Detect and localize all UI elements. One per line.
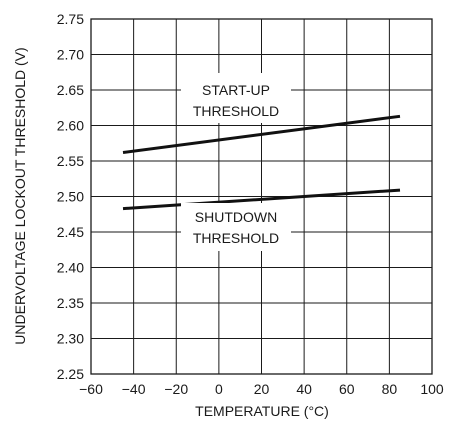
x-tick-label: 0	[215, 381, 223, 397]
y-tick-label: 2.25	[57, 366, 84, 382]
startup-label-line2: THRESHOLD	[193, 103, 279, 119]
y-axis-title: UNDERVOLTAGE LOCKOUT THRESHOLD (V)	[12, 47, 28, 344]
plot-frame	[90, 18, 433, 375]
y-tick-label: 2.55	[57, 153, 84, 169]
x-tick-labels: −60 −40 −20 0 20 40 60 80 100	[79, 381, 444, 397]
x-tick-label: −40	[122, 381, 146, 397]
y-tick-label: 2.50	[57, 189, 84, 205]
y-tick-label: 2.30	[57, 331, 84, 347]
shutdown-threshold-line	[122, 188, 401, 211]
startup-label-bg	[181, 73, 291, 123]
grid	[90, 18, 433, 375]
shutdown-label-line1: SHUTDOWN	[195, 209, 277, 225]
shutdown-label-line2: THRESHOLD	[193, 230, 279, 246]
x-tick-label: 80	[382, 381, 398, 397]
series-layer	[122, 114, 401, 211]
y-tick-label: 2.45	[57, 224, 84, 240]
y-tick-labels: 2.25 2.30 2.35 2.40 2.45 2.50 2.55 2.60 2.65 2.70…	[57, 11, 84, 382]
shutdown-label-bg	[181, 203, 291, 251]
x-tick-label: 60	[339, 381, 355, 397]
startup-threshold-line	[122, 114, 401, 154]
x-axis-title: TEMPERATURE (°C)	[195, 403, 329, 419]
y-tick-label: 2.40	[57, 260, 84, 276]
y-tick-label: 2.65	[57, 82, 84, 98]
x-tick-label: −60	[79, 381, 103, 397]
startup-label-line1: START-UP	[202, 82, 270, 98]
y-tick-label: 2.75	[57, 11, 84, 27]
y-tick-label: 2.60	[57, 118, 84, 134]
x-tick-label: 20	[254, 381, 270, 397]
x-tick-label: 40	[296, 381, 312, 397]
x-tick-label: −20	[164, 381, 188, 397]
y-tick-label: 2.35	[57, 295, 84, 311]
x-tick-label: 100	[420, 381, 444, 397]
y-tick-label: 2.70	[57, 47, 84, 63]
